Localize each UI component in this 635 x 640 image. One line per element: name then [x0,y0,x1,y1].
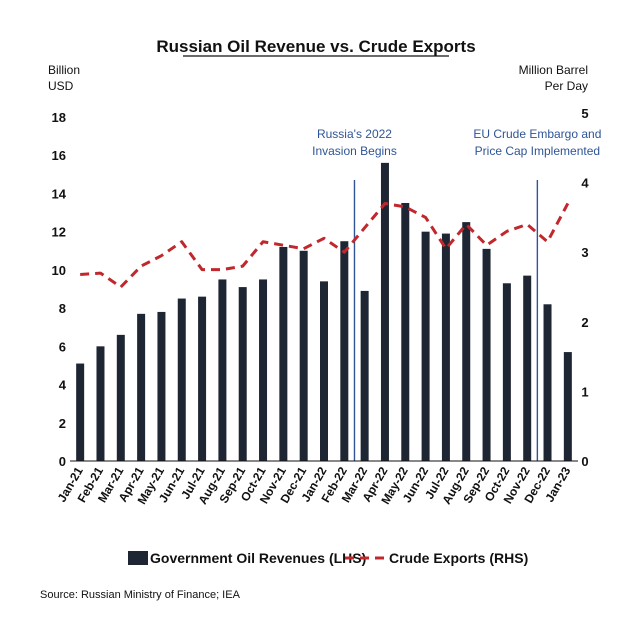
bar [116,334,125,461]
legend: Government Oil Revenues (LHS) Crude Expo… [128,550,528,566]
y-right-tick-label: 0 [581,454,588,469]
bar [157,311,166,461]
line-path [80,201,570,289]
y-left-tick-label: 0 [59,454,66,469]
y-left-tick-label: 2 [59,416,66,431]
bar [238,287,247,461]
bar [218,279,227,461]
y-left-tick-label: 10 [52,263,66,278]
bar [279,246,288,461]
y-right-label-line1: Million Barrel [519,63,588,77]
y-left-tick-label: 8 [59,301,66,316]
y-left-label-line1: Billion [48,63,80,77]
bar [563,352,572,461]
annotation-label: Invasion Begins [312,144,397,158]
y-right-tick-label: 1 [581,384,588,399]
bar [462,222,471,461]
bar [380,162,389,461]
y-right-ticks: 0 1 2 3 4 5 [581,106,589,469]
annotation-label: Russia's 2022 [317,127,392,141]
bar [198,296,207,461]
y-left-tick-label: 14 [52,186,67,201]
annotations: Russia's 2022 Invasion Begins EU Crude Emb… [312,127,601,461]
y-right-tick-label: 4 [581,176,589,191]
bar [360,290,369,461]
y-right-tick-label: 3 [581,245,588,260]
bar [320,281,328,461]
legend-swatch-bars [128,551,148,565]
bar [137,313,146,461]
y-left-tick-label: 6 [59,339,66,354]
y-left-ticks: 0 2 4 6 8 10 12 14 16 18 [52,110,67,469]
annotation-label: EU Crude Embargo and [473,127,601,141]
bar [299,250,308,461]
bar [502,283,511,461]
y-left-tick-label: 18 [52,110,66,125]
bar [543,304,552,461]
bar [523,275,532,461]
bar [177,298,186,461]
y-left-tick-label: 16 [52,148,66,163]
bar [441,233,450,461]
bar [76,363,85,461]
bar [482,248,491,461]
bar-series-revenues [76,162,572,461]
source-note: Source: Russian Ministry of Finance; IEA [40,589,241,601]
y-right-tick-label: 2 [581,315,588,330]
y-left-label-line2: USD [48,79,74,93]
bar [340,241,349,461]
bar [259,279,268,461]
bar [96,346,105,461]
y-right-label-line2: Per Day [545,79,588,93]
bar [421,231,430,461]
annotation-label: Price Cap Implemented [475,144,600,158]
x-axis-categories: Jan-21Feb-21Mar-21Apr-21May-21Jun-21Jul-… [55,464,574,507]
y-left-tick-label: 4 [59,378,67,393]
line-series-exports [80,201,570,289]
legend-label-bars: Government Oil Revenues (LHS) [150,550,366,566]
y-left-tick-label: 12 [52,225,66,240]
bar [401,203,410,461]
chart-title: Russian Oil Revenue vs. Crude Exports [156,37,475,56]
y-right-tick-label: 5 [581,106,588,121]
legend-label-line: Crude Exports (RHS) [389,550,528,566]
